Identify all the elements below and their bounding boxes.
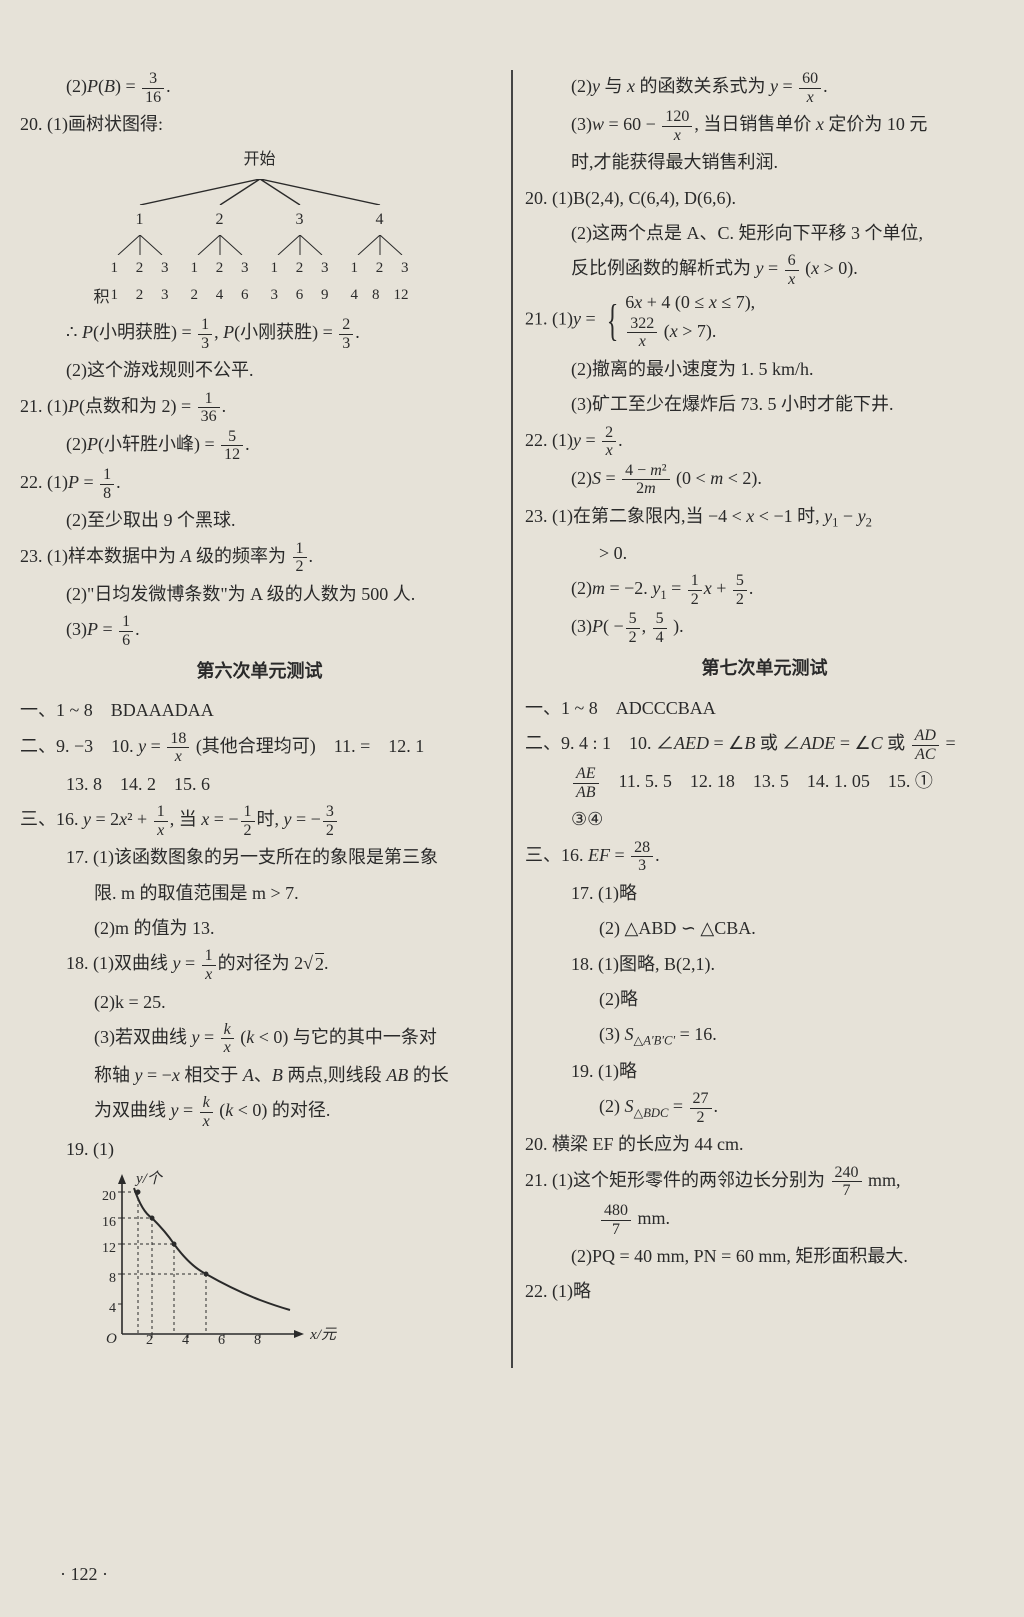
product-label: 积 — [94, 283, 110, 313]
probability-tree: 开始 1 123 123 2 123 — [100, 145, 420, 310]
q-text: 时,才能获得最大销售利润. — [525, 146, 1004, 179]
q-text: (2)y 与 x 的函数关系式为 y = 60x. — [525, 70, 1004, 106]
q-text: (2)这个游戏规则不公平. — [20, 354, 499, 387]
left-column: (2)P(B) = 316. 20. (1)画树状图得: 开始 1 123 12… — [20, 70, 499, 1368]
q-text: (2)"日均发微博条数"为 A 级的人数为 500 人. — [20, 578, 499, 611]
q-text: > 0. — [525, 537, 1004, 570]
q-text: 23. (1)在第二象限内,当 −4 < x < −1 时, y1 − y2 — [525, 500, 1004, 535]
tree-node: 2 — [216, 205, 224, 235]
q-text: 13. 8 14. 2 15. 6 — [20, 768, 499, 801]
q-text: (3) S△A'B'C' = 16. — [525, 1018, 1004, 1053]
q-text: 17. (1)该函数图象的另一支所在的象限是第三象 — [20, 841, 499, 874]
right-column: (2)y 与 x 的函数关系式为 y = 60x. (3)w = 60 − 12… — [525, 70, 1004, 1368]
q-text: (3)w = 60 − 120x, 当日销售单价 x 定价为 10 元 — [525, 108, 1004, 144]
column-divider — [511, 70, 513, 1368]
q-text: ③④ — [525, 803, 1004, 836]
q20-head: 20. (1)画树状图得: — [20, 108, 499, 141]
q-text: 18. (1)图略, B(2,1). — [525, 948, 1004, 981]
q-text: (2)S = 4 − m²2m (0 < m < 2). — [525, 462, 1004, 498]
q-text: 21. (1)这个矩形零件的两邻边长分别为 2407 mm, — [525, 1164, 1004, 1200]
q-text: (2)至少取出 9 个黑球. — [20, 504, 499, 537]
tree-node: 4 — [376, 205, 384, 235]
q-text: 19. (1) — [20, 1133, 499, 1166]
tree-node: 1 — [136, 205, 144, 235]
q-text: (2)k = 25. — [20, 986, 499, 1019]
q-text: (3)若双曲线 y = kx (k < 0) 与它的其中一条对 — [20, 1021, 499, 1057]
q-text: 22. (1)略 — [525, 1275, 1004, 1308]
q-text: 三、16. EF = 283. — [525, 839, 1004, 875]
page-number: · 122 · — [60, 1564, 108, 1585]
q-text: 20. 横梁 EF 的长应为 44 cm. — [525, 1128, 1004, 1161]
q-text: 22. (1)P = 18. — [20, 466, 499, 502]
q-text: (2) △ABD ∽ △CBA. — [525, 912, 1004, 945]
q-text: 21. (1)y = { 6x + 4 (0 ≤ x ≤ 7), 322x (x… — [525, 290, 1004, 350]
unit-7-title: 第七次单元测试 — [525, 652, 1004, 685]
chart-svg — [86, 1172, 326, 1362]
section-1: 一、1 ~ 8 ADCCCBAA — [525, 692, 1004, 725]
unit-6-title: 第六次单元测试 — [20, 655, 499, 688]
q-text: 为双曲线 y = kx (k < 0) 的对径. — [20, 1094, 499, 1130]
q-text: 18. (1)双曲线 y = 1x的对径为 2√2. — [20, 947, 499, 983]
q-text: (2)P(B) = 316. — [20, 70, 499, 106]
q-text: AEAB 11. 5. 5 12. 18 13. 5 14. 1. 05 15.… — [525, 765, 1004, 801]
q-text: ∴ P(小明获胜) = 13, P(小刚获胜) = 23. — [20, 316, 499, 352]
q-text: (2)PQ = 40 mm, PN = 60 mm, 矩形面积最大. — [525, 1240, 1004, 1273]
q-text: 17. (1)略 — [525, 877, 1004, 910]
q-text: (2)这两个点是 A、C. 矩形向下平移 3 个单位, — [525, 217, 1004, 250]
q-text: (3)P = 16. — [20, 613, 499, 649]
q-text: 三、16. y = 2x² + 1x, 当 x = −12时, y = −32 — [20, 803, 499, 839]
q-text: (2)略 — [525, 983, 1004, 1016]
q-text: (2)P(小轩胜小峰) = 512. — [20, 428, 499, 464]
q-text: 二、9. 4 : 1 10. ∠AED = ∠B 或 ∠ADE = ∠C 或 A… — [525, 727, 1004, 763]
q-text: 反比例函数的解析式为 y = 6x (x > 0). — [525, 252, 1004, 288]
q-text: 限. m 的取值范围是 m > 7. — [20, 877, 499, 910]
q-text: 23. (1)样本数据中为 A 级的频率为 12. — [20, 540, 499, 576]
q-text: 二、9. −3 10. y = 18x (其他合理均可) 11. = 12. 1 — [20, 730, 499, 766]
q-text: 称轴 y = −x 相交于 A、B 两点,则线段 AB 的长 — [20, 1059, 499, 1092]
q-text: 22. (1)y = 2x. — [525, 424, 1004, 460]
inverse-chart: y/个 x/元 O 20 16 12 8 4 2 4 6 8 — [86, 1172, 326, 1362]
q-text: (2)m 的值为 13. — [20, 912, 499, 945]
tree-start: 开始 — [100, 145, 420, 175]
q-text: 21. (1)P(点数和为 2) = 136. — [20, 390, 499, 426]
q-text: (2)m = −2. y1 = 12x + 52. — [525, 572, 1004, 608]
tree-level-1: 1 123 123 2 123 246 3 123 369 — [100, 205, 420, 310]
q-text: (3)矿工至少在爆炸后 73. 5 小时才能下井. — [525, 388, 1004, 421]
q-text: 20. (1)B(2,4), C(6,4), D(6,6). — [525, 182, 1004, 215]
q-text: (2) S△BDC = 272. — [525, 1090, 1004, 1126]
tree-node: 3 — [296, 205, 304, 235]
q-text: 4807 mm. — [525, 1202, 1004, 1238]
q-text: (2)撤离的最小速度为 1. 5 km/h. — [525, 353, 1004, 386]
section-1: 一、1 ~ 8 BDAAADAA — [20, 694, 499, 727]
q-text: (3)P( −52, 54 ). — [525, 610, 1004, 646]
q-text: 19. (1)略 — [525, 1055, 1004, 1088]
